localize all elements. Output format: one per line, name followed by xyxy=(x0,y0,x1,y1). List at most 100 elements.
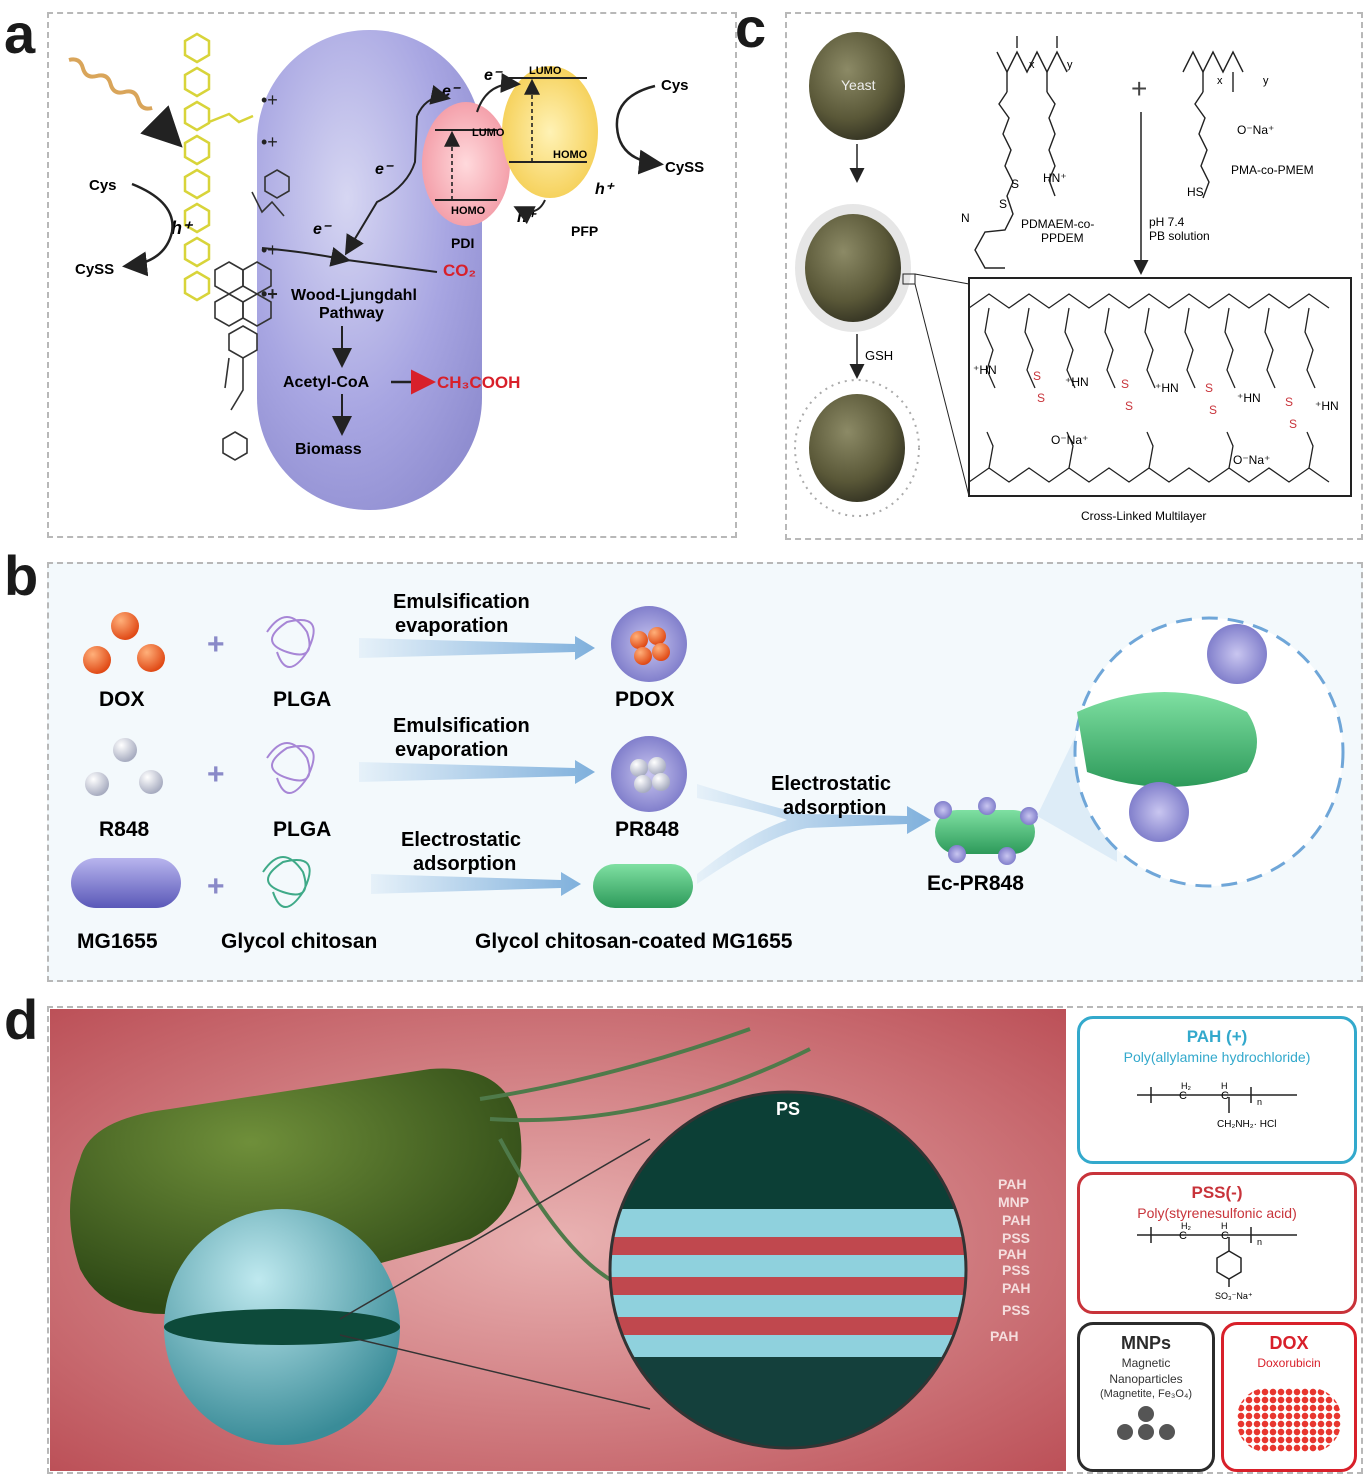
pdi-label: PDI xyxy=(451,235,474,251)
dox-particles xyxy=(1237,1388,1341,1452)
charge-3: •+ xyxy=(261,240,278,260)
charge-1: •+ xyxy=(261,90,278,110)
b-row3-right: Glycol chitosan-coated MG1655 xyxy=(475,930,793,953)
inset-s-6: S xyxy=(1209,403,1217,417)
zoom-np-1 xyxy=(1207,624,1267,684)
polymer-chain xyxy=(183,32,254,302)
svg-text:PAH: PAH xyxy=(998,1246,1027,1262)
b-row3-plus: + xyxy=(207,870,225,903)
svg-text:H: H xyxy=(1221,1221,1228,1231)
pah-structure: H₂ C H C n CH₂NH₂· HCl xyxy=(1137,1081,1297,1130)
pss-title: PSS(-) xyxy=(1191,1183,1243,1202)
h-plus-left: h⁺ xyxy=(171,218,194,238)
b-row2-arrow xyxy=(359,760,595,784)
b-row2-plus: + xyxy=(207,758,225,791)
svg-text:C: C xyxy=(1221,1230,1229,1242)
c-ona: O⁻Na⁺ xyxy=(1237,123,1274,137)
yeast-cell-3 xyxy=(809,394,905,502)
b-row2-mid: PLGA xyxy=(273,818,331,841)
e-minus-3: e⁻ xyxy=(375,161,394,178)
b-row1-left: DOX xyxy=(99,688,145,711)
c-y2: y xyxy=(1263,75,1269,87)
svg-text:PSS: PSS xyxy=(1002,1262,1030,1278)
c-y1: y xyxy=(1067,59,1073,71)
pah-subtitle: Poly(allylamine hydrochloride) xyxy=(1123,1049,1311,1065)
inset-caption: Cross-Linked Multilayer xyxy=(1081,509,1206,523)
h-plus-right: h⁺ xyxy=(595,181,615,198)
homo-pfp: HOMO xyxy=(553,149,588,161)
charge-4: •+ xyxy=(261,284,278,304)
wood-label: Wood-Ljungdahl xyxy=(291,287,417,304)
c-n: N xyxy=(961,211,970,225)
pfp-label: PFP xyxy=(571,223,598,239)
pma-label: PMA-co-PMEM xyxy=(1231,163,1314,177)
inset-hn-2: ⁺HN xyxy=(1065,375,1089,389)
panel-d-frame xyxy=(47,1006,1363,1474)
pah-title: PAH (+) xyxy=(1186,1027,1248,1046)
pfp-ellipse xyxy=(502,66,598,198)
svg-text:SO₃⁻Na⁺: SO₃⁻Na⁺ xyxy=(1215,1291,1253,1301)
svg-text:C: C xyxy=(1179,1090,1187,1102)
svg-text:H₂: H₂ xyxy=(1181,1081,1191,1091)
yeast-label: Yeast xyxy=(841,77,876,93)
ch3cooh-label: CH₃COOH xyxy=(437,373,520,392)
ph-label: pH 7.4 xyxy=(1149,215,1185,229)
svg-text:MNP: MNP xyxy=(998,1194,1029,1210)
c-hn: HN⁺ xyxy=(1043,171,1067,185)
mnp-title: MNPs xyxy=(1120,1333,1171,1353)
pr848-particle xyxy=(611,736,687,812)
dox-legend: DOX Doxorubicin xyxy=(1221,1322,1357,1472)
yeast-cell-2 xyxy=(805,214,901,322)
panel-letter-b: b xyxy=(4,544,39,607)
charge-2: •+ xyxy=(261,132,278,152)
e-minus-4: e⁻ xyxy=(313,221,332,238)
cyss-left: CySS xyxy=(75,261,114,278)
svg-text:PAH: PAH xyxy=(1002,1280,1031,1296)
homo-pdi: HOMO xyxy=(451,205,486,217)
cys-right: Cys xyxy=(661,77,689,94)
inset-ona-1: O⁻Na⁺ xyxy=(1051,433,1088,447)
merge-label-2: adsorption xyxy=(783,797,886,819)
pdi-structure xyxy=(214,169,290,461)
co2-label: CO₂ xyxy=(443,261,476,280)
b-row3-mid: Glycol chitosan xyxy=(221,930,377,953)
cys-cycle-right xyxy=(615,84,664,175)
c-s1: S xyxy=(1011,177,1019,191)
c-x2: x xyxy=(1217,75,1223,87)
pdmaem-label: PDMAEM-co- xyxy=(1021,217,1094,231)
b-row3-arr1: Electrostatic xyxy=(401,829,521,851)
merge-label-1: Electrostatic xyxy=(771,773,891,795)
inset-s-3: S xyxy=(1121,377,1129,391)
svg-text:H: H xyxy=(1221,1081,1228,1091)
polymer-pdmaem xyxy=(974,36,1068,269)
light-wave xyxy=(68,57,153,111)
zoom-np-2 xyxy=(1129,782,1189,842)
pah-legend: PAH (+) Poly(allylamine hydrochloride) H… xyxy=(1077,1016,1357,1164)
multilayer-inset xyxy=(968,277,1352,497)
b-row1-right: PDOX xyxy=(615,688,675,711)
inset-hn-3: ⁺HN xyxy=(1155,381,1179,395)
pdox-particle xyxy=(611,606,687,682)
merge-arrow xyxy=(697,784,931,884)
dox-title: DOX xyxy=(1269,1333,1309,1353)
cyss-right: CySS xyxy=(665,159,704,176)
inset-s-7: S xyxy=(1285,395,1293,409)
b-row3-arrow xyxy=(371,872,581,896)
ec-pr848-bug xyxy=(935,810,1035,854)
pss-subtitle: Poly(styrenesulfonic acid) xyxy=(1137,1205,1297,1221)
multilayer-chains xyxy=(968,293,1330,483)
b-row1-arrow xyxy=(359,636,595,660)
inset-hn-5: ⁺HN xyxy=(1315,399,1339,413)
c-hs: HS xyxy=(1187,185,1204,199)
svg-text:PAH: PAH xyxy=(1002,1212,1031,1228)
bacterium-d xyxy=(70,1068,522,1314)
c-plus: + xyxy=(1131,73,1147,104)
b-row1-mid: PLGA xyxy=(273,688,331,711)
layer-labels: PAH MNP PAH PSS PAH PSS PAH PSS PAH xyxy=(990,1176,1031,1344)
svg-text:C: C xyxy=(1221,1090,1229,1102)
panel-d-illustration: PS PAH MNP PAH PSS PAH PSS PAH PSS PAH xyxy=(50,1009,1066,1471)
inset-s-2: S xyxy=(1037,391,1045,405)
b-row1-plus: + xyxy=(207,628,225,661)
mnp-sub-2: Nanoparticles xyxy=(1109,1372,1183,1386)
lumo-pfp: LUMO xyxy=(529,65,562,77)
